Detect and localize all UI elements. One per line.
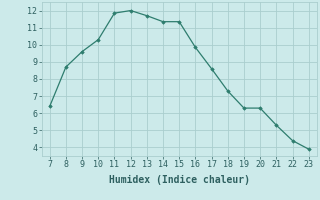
X-axis label: Humidex (Indice chaleur): Humidex (Indice chaleur): [109, 175, 250, 185]
